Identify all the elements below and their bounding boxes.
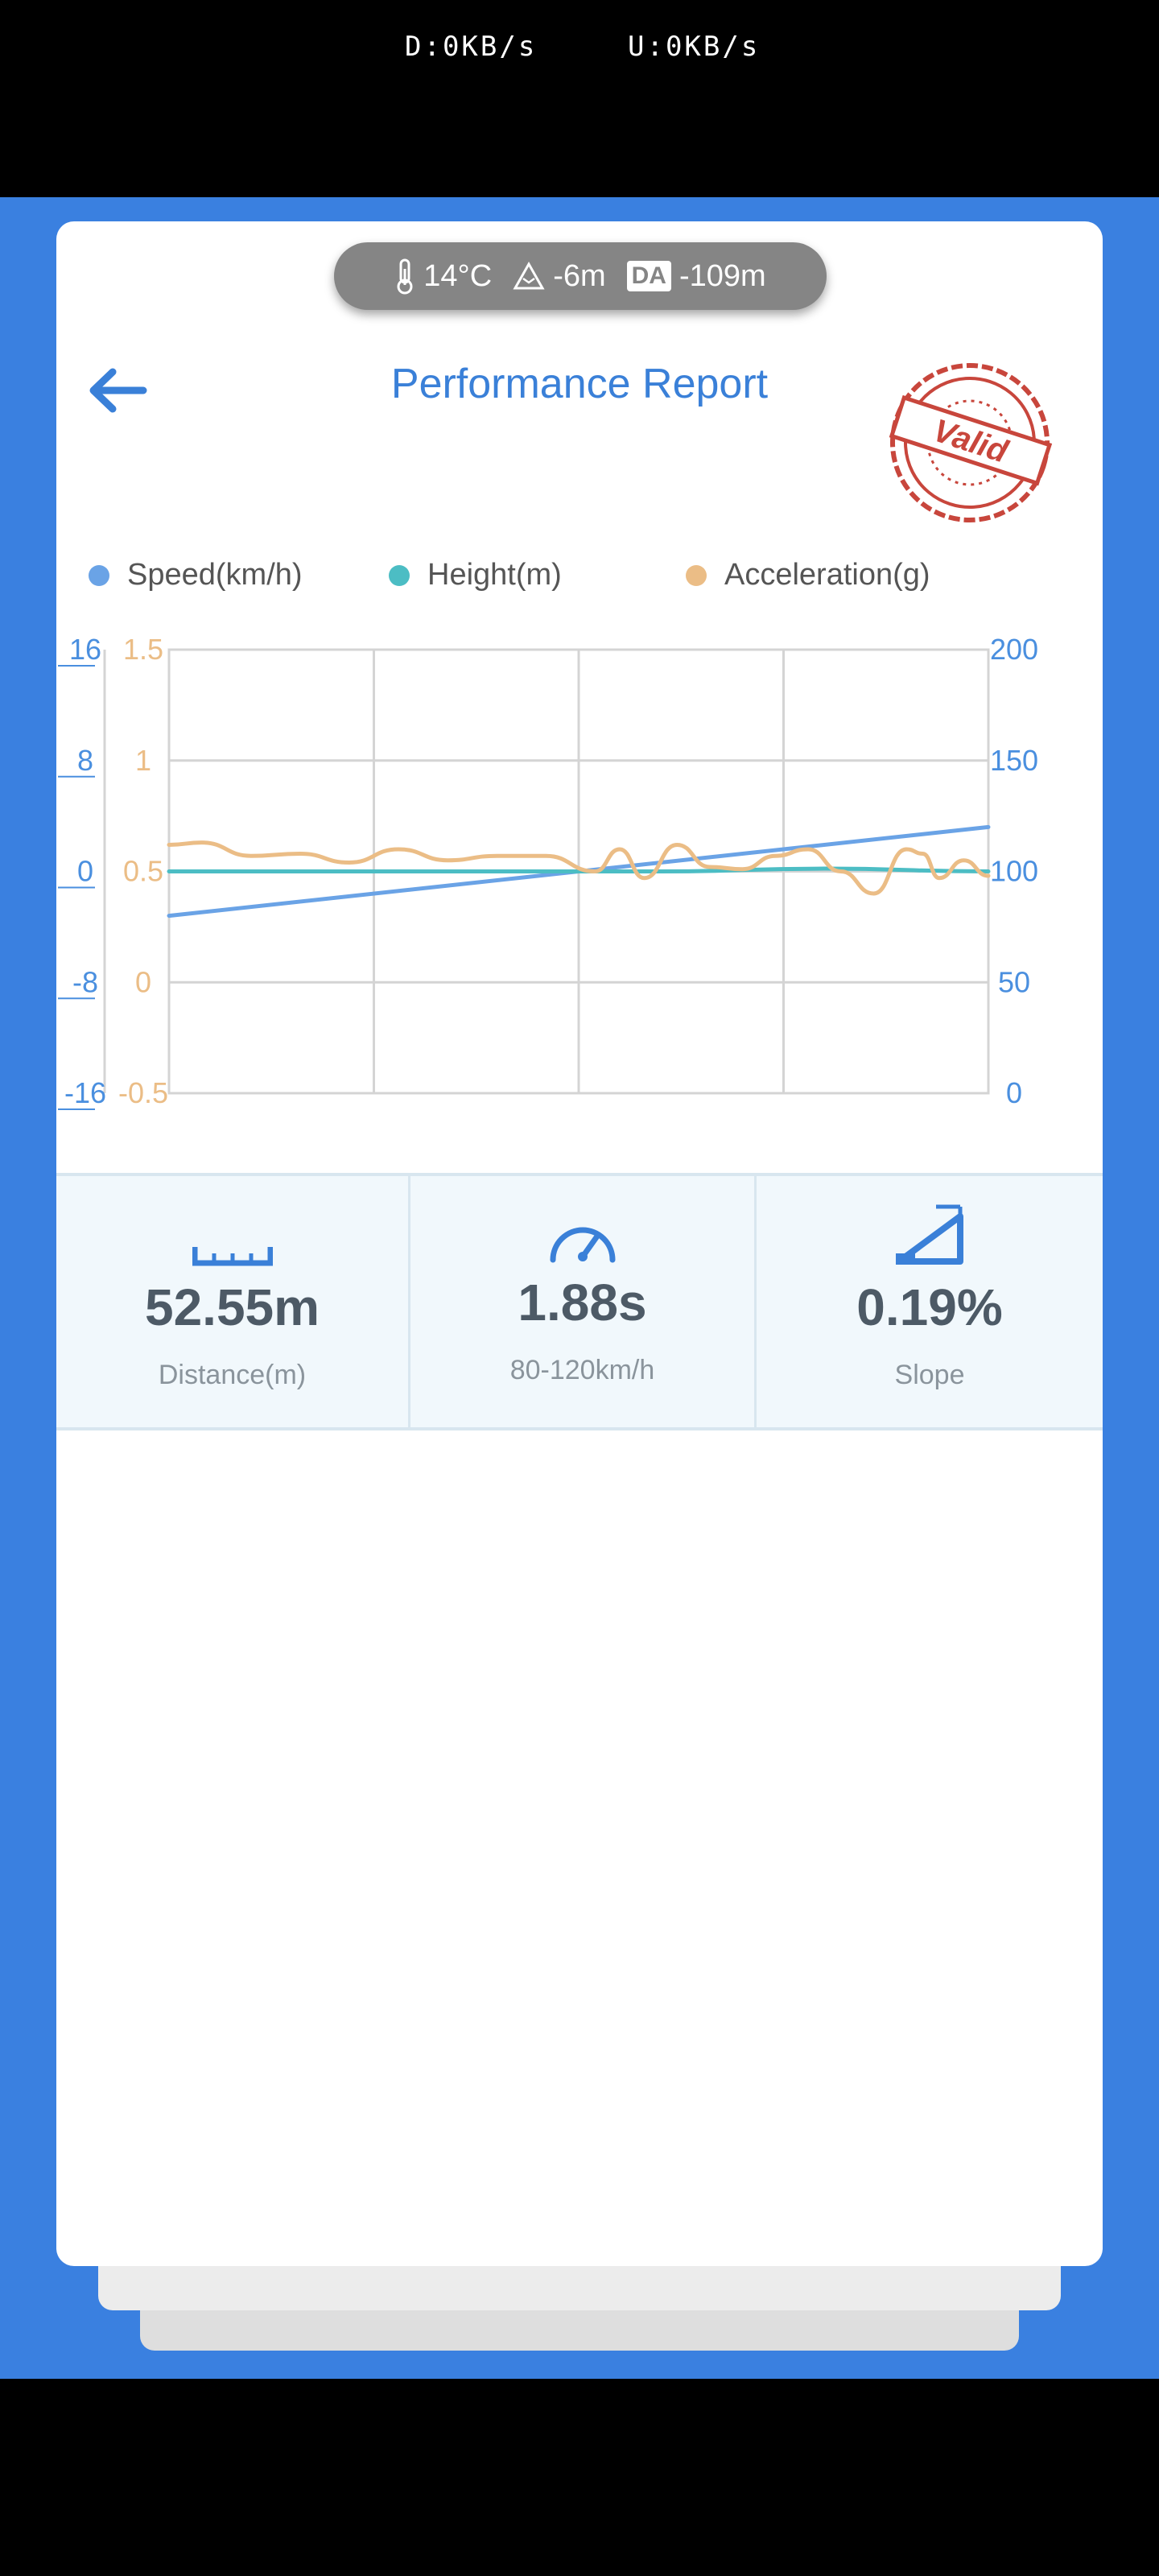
page-title: Performance Report — [390, 361, 769, 407]
legend-item-height: Height(m) — [389, 558, 562, 592]
chart-tick-label-right: 200 — [990, 633, 1038, 666]
legend-dot-acceleration — [686, 564, 707, 586]
back-arrow-icon[interactable] — [80, 354, 161, 427]
legend-label-speed: Speed(km/h) — [127, 558, 303, 592]
chart-tick-label-right: 150 — [990, 744, 1038, 777]
stat-slope-label: Slope — [894, 1360, 965, 1390]
chart-tick-label-left-outer: 8 — [77, 744, 93, 777]
chart-tick-label-left-inner: 0.5 — [123, 855, 163, 888]
legend-item-speed: Speed(km/h) — [89, 558, 303, 592]
thermometer-icon — [397, 258, 413, 295]
temperature-readout: 14°C — [394, 258, 492, 295]
mountain-icon — [513, 261, 545, 290]
stat-distance-label: Distance(m) — [158, 1360, 307, 1390]
temperature-value: 14°C — [423, 258, 493, 293]
stats-panel: 52.55m Distance(m) 1.88s 80-120km/h — [56, 1173, 1103, 1430]
chart-tick-label-left-outer: 16 — [69, 633, 101, 666]
chart-tick-label-left-inner: -0.5 — [118, 1076, 168, 1109]
stats-divider — [408, 1176, 410, 1427]
stat-distance-value: 52.55m — [144, 1278, 320, 1336]
chart-tick-label-right: 0 — [1006, 1076, 1022, 1109]
density-altitude-value: -109m — [678, 258, 766, 293]
slope-icon — [896, 1204, 963, 1265]
performance-chart: 16 8 0 -8 -16 1.5 1 0.5 0 -0.5 200 150 100 50 0 — [58, 633, 1038, 1110]
chart-tick-label-right: 50 — [998, 965, 1030, 998]
stat-time-label: 80-120km/h — [509, 1355, 655, 1385]
altitude-value: -6m — [553, 258, 606, 293]
chart-tick-label-left-inner: 1 — [135, 744, 151, 777]
chart-tick-label-left-inner: 1.5 — [123, 633, 163, 666]
valid-stamp-icon: Valid — [889, 363, 1053, 522]
chart-legend: Speed(km/h) Height(m) Acceleration(g) — [89, 558, 1087, 598]
legend-label-acceleration: Acceleration(g) — [724, 558, 930, 592]
stat-slope-value: 0.19% — [856, 1278, 1003, 1336]
chart-tick-label-left-outer: -16 — [64, 1076, 106, 1109]
speedometer-icon — [550, 1227, 615, 1263]
status-bar: D:0KB/s U:0KB/s — [0, 0, 1159, 197]
upload-speed: U:0KB/s — [628, 31, 761, 63]
legend-label-height: Height(m) — [427, 558, 562, 592]
chart-tick-label-left-outer: -8 — [72, 965, 98, 998]
altitude-readout: -6m — [513, 258, 606, 294]
stat-time: 1.88s 80-120km/h — [410, 1176, 754, 1427]
stat-time-value: 1.88s — [518, 1274, 647, 1331]
da-badge: DA — [626, 261, 671, 291]
report-card: 14°C -6m DA -109m Performance Report Val… — [56, 221, 1103, 2266]
environment-pill: 14°C -6m DA -109m — [334, 242, 827, 310]
legend-dot-speed — [89, 564, 109, 586]
stat-distance: 52.55m Distance(m) — [56, 1176, 408, 1427]
chart-series-line-accelerationg — [167, 840, 991, 896]
ruler-icon — [192, 1247, 273, 1266]
density-altitude-readout: DA -109m — [626, 258, 766, 294]
stats-divider — [754, 1176, 757, 1427]
legend-dot-height — [389, 564, 410, 586]
chart-tick-label-left-outer: 0 — [77, 855, 93, 888]
chart-tick-label-right: 100 — [990, 855, 1038, 888]
chart-tick-label-left-inner: 0 — [135, 965, 151, 998]
legend-item-acceleration: Acceleration(g) — [686, 558, 930, 592]
stat-slope: 0.19% Slope — [757, 1176, 1103, 1427]
download-speed: D:0KB/s — [405, 31, 538, 63]
